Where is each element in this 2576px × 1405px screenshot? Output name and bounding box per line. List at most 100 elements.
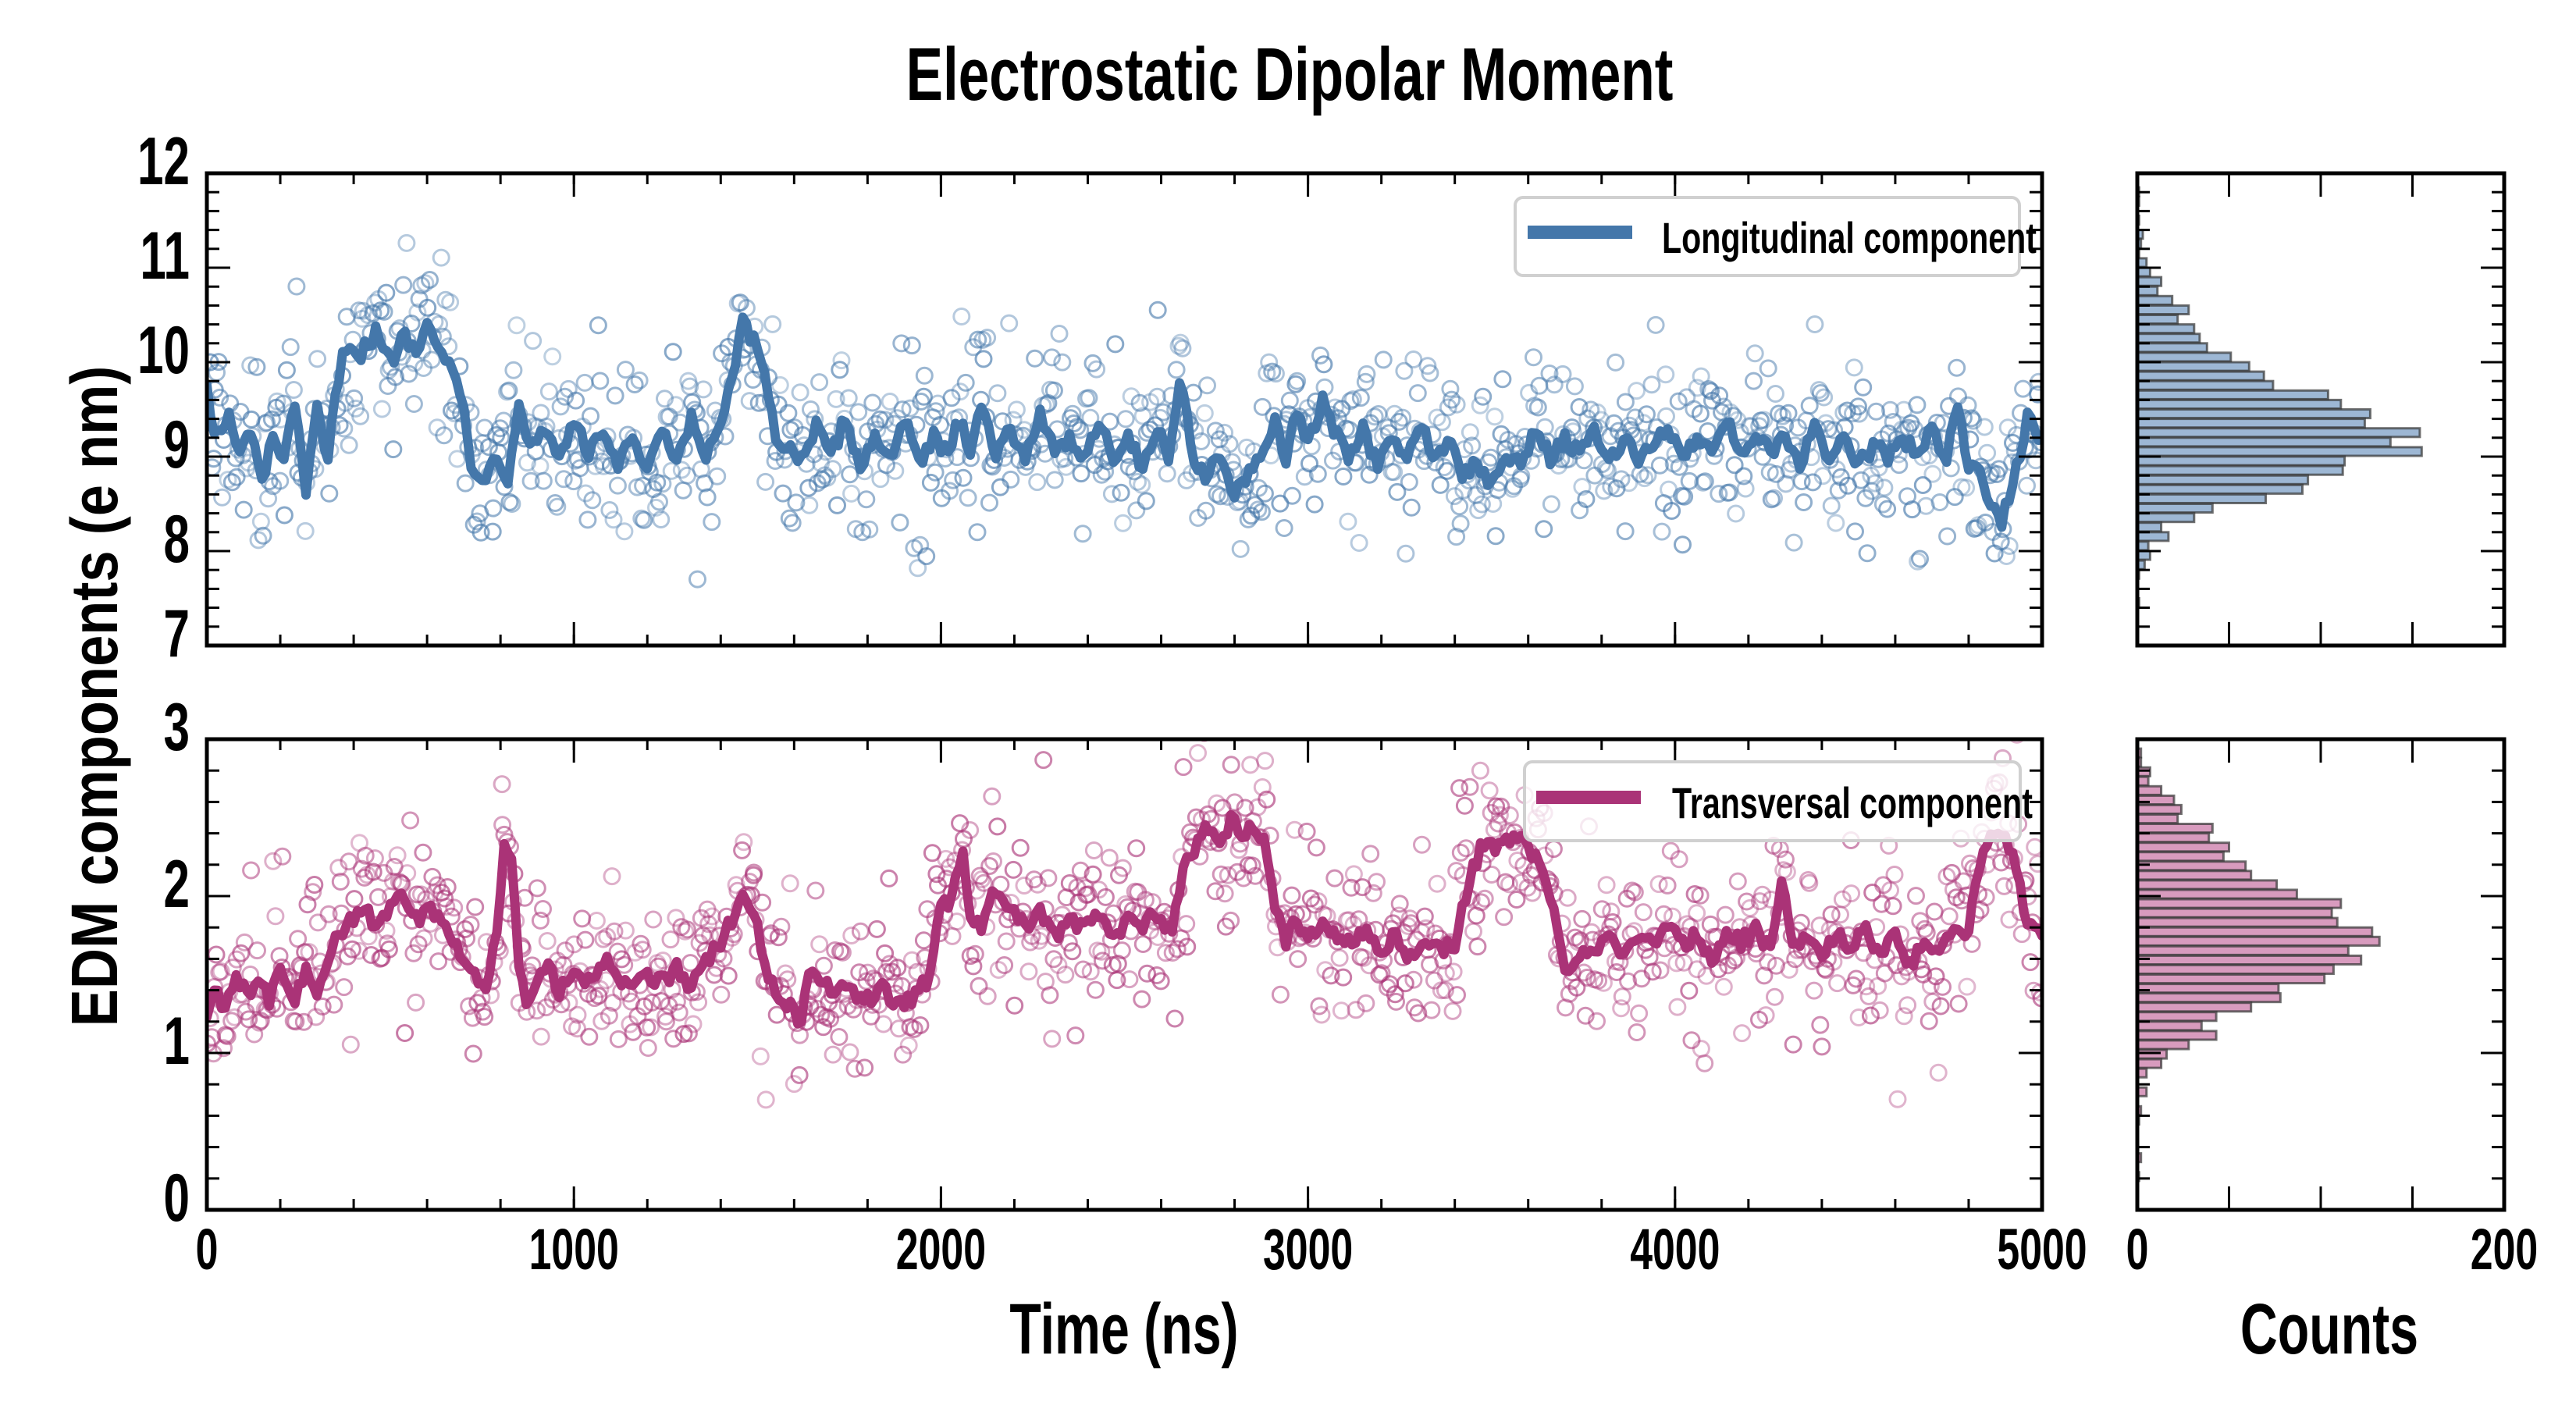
scatter-point bbox=[1508, 852, 1527, 870]
scatter-point bbox=[1810, 916, 1829, 935]
scatter-point bbox=[1856, 489, 1875, 507]
scatter-point bbox=[1847, 969, 1866, 988]
smoothed-line bbox=[207, 312, 2042, 532]
top-y-tick-label: 8 bbox=[164, 501, 190, 576]
scatter-point bbox=[1949, 994, 1968, 1013]
scatter-point bbox=[296, 521, 315, 540]
scatter-point bbox=[503, 495, 521, 513]
scatter-point bbox=[1350, 534, 1368, 552]
scatter-point bbox=[830, 1028, 849, 1046]
scatter-point bbox=[1374, 350, 1393, 369]
scatter-point bbox=[1978, 443, 1997, 462]
scatter-point bbox=[2021, 953, 2040, 972]
scatter-point bbox=[1100, 848, 1119, 867]
scatter-point bbox=[1074, 960, 1092, 979]
hist-bottom-x-tick-label: 200 bbox=[2471, 1217, 2538, 1282]
scatter-point bbox=[753, 893, 772, 912]
scatter-point bbox=[1342, 878, 1361, 897]
scatter-point bbox=[774, 484, 792, 503]
top-y-tick-label: 7 bbox=[164, 596, 190, 670]
scatter-point bbox=[313, 998, 332, 1016]
hist-bottom-x-tick-label: 0 bbox=[2126, 1217, 2149, 1282]
scatter-point bbox=[1308, 464, 1327, 483]
scatter-point bbox=[1658, 876, 1677, 895]
scatter-point bbox=[296, 943, 315, 962]
scatter-point bbox=[667, 909, 685, 927]
histogram-bar bbox=[2136, 1020, 2203, 1032]
histogram-bar bbox=[2136, 1011, 2218, 1023]
scatter-point bbox=[1957, 478, 1976, 497]
scatter-point bbox=[337, 308, 356, 326]
top-axes-frame bbox=[205, 171, 2044, 648]
scatter-point bbox=[902, 951, 921, 969]
scatter-point bbox=[591, 372, 610, 390]
scatter-point bbox=[756, 472, 775, 491]
scatter-point bbox=[942, 389, 961, 407]
scatter-point bbox=[1857, 977, 1876, 996]
scatter-point bbox=[591, 980, 610, 998]
scatter-point bbox=[500, 381, 518, 400]
scatter-point bbox=[273, 847, 292, 866]
scatter-point bbox=[320, 484, 339, 503]
scatter-point bbox=[1307, 838, 1325, 857]
scatter-point bbox=[1025, 870, 1044, 889]
scatter-point bbox=[1330, 948, 1349, 967]
scatter-point bbox=[983, 787, 1002, 806]
scatter-point bbox=[1436, 964, 1455, 983]
transversal-timeseries-panel: 0 1000 2000 3000 4000 5000 0 1 2 3 bbox=[164, 689, 2087, 1282]
scatter-point bbox=[1222, 911, 1240, 930]
scatter-point bbox=[435, 426, 454, 445]
scatter-point bbox=[1489, 814, 1507, 833]
scatter-point bbox=[644, 910, 663, 929]
scatter-point bbox=[1385, 463, 1404, 482]
scatter-point bbox=[394, 276, 413, 294]
top-y-tick-label: 12 bbox=[137, 123, 190, 198]
scatter-point bbox=[1034, 751, 1053, 770]
scatter-point bbox=[1311, 346, 1329, 365]
scatter-point bbox=[2012, 925, 2031, 944]
scatter-point bbox=[1792, 472, 1811, 491]
scatter-point bbox=[632, 934, 650, 953]
scatter-point bbox=[524, 332, 543, 350]
scatter-point bbox=[1231, 539, 1250, 558]
scatter-point bbox=[937, 849, 955, 868]
scatter-point bbox=[407, 885, 426, 904]
histogram-bar bbox=[2136, 361, 2250, 372]
scatter-point bbox=[1530, 376, 1549, 395]
scatter-point bbox=[1913, 476, 1932, 494]
scatter-point bbox=[1397, 544, 1415, 563]
scatter-point bbox=[2026, 838, 2042, 856]
scatter-point bbox=[667, 992, 686, 1011]
histogram-bar bbox=[2136, 1039, 2190, 1051]
scatter-point bbox=[2000, 910, 2019, 929]
scatter-point bbox=[415, 929, 433, 948]
scatter-point bbox=[1852, 471, 1870, 489]
scatter-point bbox=[678, 920, 696, 939]
scatter-point bbox=[608, 476, 627, 495]
scatter-point bbox=[1567, 978, 1586, 997]
histogram-bar bbox=[2136, 342, 2208, 354]
scatter-point bbox=[1881, 400, 1899, 419]
scatter-point bbox=[1747, 944, 1766, 963]
scatter-point bbox=[639, 1039, 657, 1057]
scatter-point bbox=[456, 920, 475, 938]
scatter-point bbox=[483, 522, 502, 541]
scatter-point bbox=[980, 493, 998, 512]
scatter-point bbox=[831, 942, 850, 961]
scatter-point bbox=[1482, 448, 1500, 467]
scatter-point bbox=[1822, 905, 1841, 924]
legend-frame bbox=[1523, 760, 2022, 842]
histogram-bar bbox=[2136, 455, 2347, 467]
scatter-point bbox=[1334, 968, 1353, 987]
scatter-point bbox=[1585, 970, 1604, 989]
scatter-point bbox=[567, 391, 585, 410]
scatter-point bbox=[1811, 384, 1830, 402]
histogram-bar bbox=[2136, 418, 2366, 429]
scatter-point bbox=[1044, 950, 1063, 969]
plot-area bbox=[207, 739, 2042, 1109]
scatter-point bbox=[966, 944, 984, 963]
scatter-point bbox=[345, 890, 364, 909]
scatter-point bbox=[1039, 869, 1058, 887]
scatter-point bbox=[1654, 905, 1673, 923]
scatter-point bbox=[1728, 872, 1747, 891]
